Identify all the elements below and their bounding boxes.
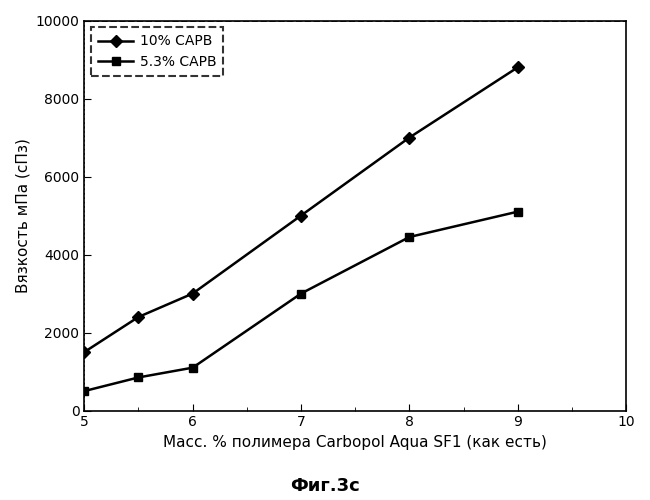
Text: Фиг.3с: Фиг.3с [290, 477, 360, 495]
10% САРВ [514, 64, 522, 70]
5.3% САРВ [135, 374, 142, 380]
10% САРВ [81, 349, 88, 355]
Line: 5.3% САРВ: 5.3% САРВ [80, 208, 522, 395]
5.3% САРВ [514, 208, 522, 214]
10% САРВ [297, 212, 305, 218]
10% САРВ [406, 134, 413, 140]
X-axis label: Масс. % полимера Carbopol Aqua SF1 (как есть): Масс. % полимера Carbopol Aqua SF1 (как … [163, 435, 547, 450]
Legend: 10% САРВ, 5.3% САРВ: 10% САРВ, 5.3% САРВ [91, 28, 224, 76]
10% САРВ [135, 314, 142, 320]
5.3% САРВ [188, 364, 196, 370]
5.3% САРВ [297, 290, 305, 296]
5.3% САРВ [81, 388, 88, 394]
5.3% САРВ [406, 234, 413, 240]
10% САРВ [188, 290, 196, 296]
Line: 10% САРВ: 10% САРВ [80, 63, 522, 356]
Y-axis label: Вязкость мПа (сПз): Вязкость мПа (сПз) [15, 138, 30, 293]
